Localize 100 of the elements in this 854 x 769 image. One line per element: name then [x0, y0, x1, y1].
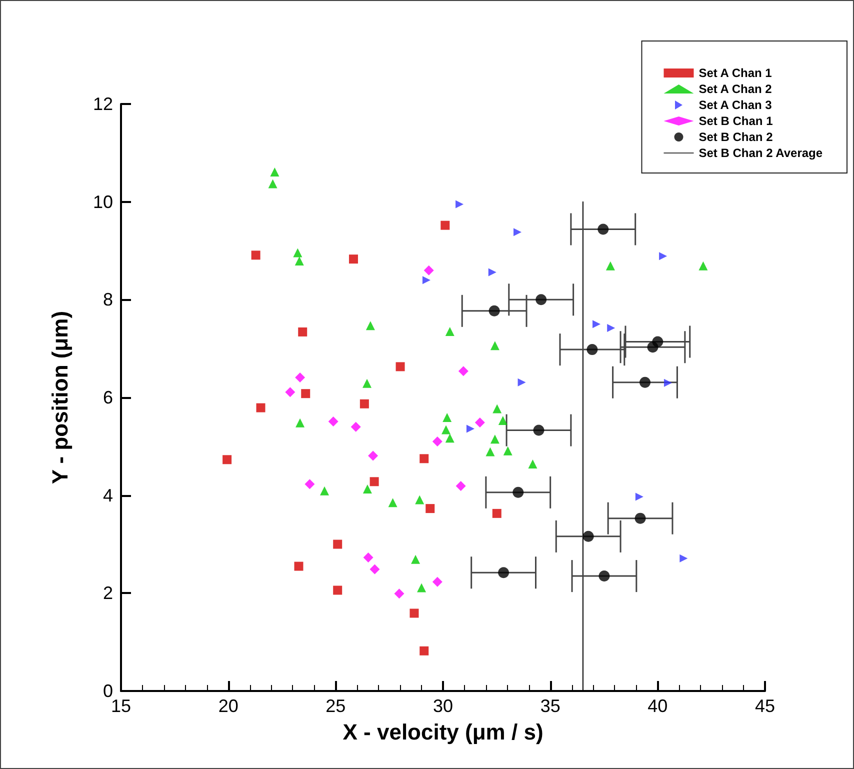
point — [445, 434, 454, 443]
point — [582, 530, 594, 542]
legend-label: Set B Chan 2 — [698, 130, 774, 144]
point — [420, 454, 429, 464]
point — [456, 481, 466, 492]
y-tick-label: 8 — [102, 290, 113, 310]
point — [415, 495, 424, 504]
point — [426, 504, 435, 514]
point — [490, 434, 500, 444]
point — [456, 200, 464, 208]
point — [285, 387, 296, 398]
legend-label: Set A Chan 3 — [698, 98, 772, 112]
point — [417, 583, 426, 592]
point — [388, 498, 398, 508]
point — [442, 425, 451, 434]
x-tick-label: 40 — [648, 696, 668, 716]
x-tick-label: 35 — [540, 696, 560, 716]
point — [333, 540, 342, 549]
point — [368, 450, 378, 461]
point — [295, 372, 306, 382]
point — [422, 276, 430, 284]
point — [592, 320, 600, 328]
point — [664, 378, 672, 387]
point — [488, 305, 500, 316]
point — [432, 576, 442, 587]
point — [598, 570, 610, 582]
point — [294, 256, 304, 266]
point — [698, 261, 708, 270]
point — [498, 567, 510, 578]
point — [366, 321, 375, 330]
x-tick-label: 25 — [326, 696, 346, 716]
point — [458, 366, 468, 376]
point — [394, 588, 404, 599]
point — [363, 552, 374, 562]
point — [350, 422, 361, 432]
point — [466, 424, 474, 433]
point — [490, 341, 500, 350]
legend-label: Set A Chan 1 — [698, 66, 772, 80]
point — [634, 512, 646, 524]
point — [474, 417, 485, 428]
point — [518, 378, 526, 386]
y-tick-label: 0 — [102, 681, 113, 701]
point — [486, 447, 495, 456]
point — [296, 418, 305, 428]
y-tick-label: 2 — [102, 583, 113, 604]
point — [298, 327, 308, 336]
point — [528, 460, 538, 469]
point — [304, 479, 315, 490]
y-tick-label: 4 — [102, 485, 113, 506]
x-tick-label: 15 — [110, 696, 132, 716]
point — [251, 250, 260, 260]
point — [370, 564, 380, 574]
point — [222, 455, 232, 464]
point — [370, 477, 379, 486]
y-axis-title: Y - position (μm) — [48, 310, 72, 484]
y-tick-label: 6 — [102, 388, 113, 408]
point — [503, 446, 512, 456]
x-tick-label: 20 — [218, 696, 238, 716]
point — [256, 403, 266, 412]
point — [442, 413, 452, 422]
x-tick-label: 45 — [754, 696, 776, 716]
point — [320, 486, 330, 496]
point — [533, 424, 544, 436]
point — [512, 486, 524, 498]
point — [424, 265, 434, 276]
point — [536, 294, 547, 306]
point — [440, 220, 450, 230]
point — [270, 167, 280, 176]
point — [659, 252, 668, 260]
point — [640, 376, 650, 388]
point — [513, 228, 522, 236]
point — [333, 586, 342, 595]
point — [607, 324, 616, 332]
point — [411, 554, 420, 564]
x-axis-title: X - velocity (μm / s) — [342, 720, 544, 744]
legend-label: Set B Chan 1 — [698, 114, 774, 128]
point — [680, 554, 688, 562]
y-tick-label: 12 — [92, 94, 113, 114]
point — [420, 646, 429, 656]
point — [268, 179, 278, 188]
point — [492, 404, 502, 414]
point — [492, 508, 502, 518]
point — [294, 562, 304, 571]
point — [498, 416, 508, 425]
point — [647, 342, 658, 353]
y-tick-label: 10 — [92, 192, 113, 212]
point — [488, 268, 496, 276]
point — [410, 608, 419, 618]
point — [396, 362, 405, 372]
point — [362, 484, 372, 494]
point — [328, 416, 338, 426]
x-tick-label: 30 — [432, 696, 454, 716]
legend-label: Set A Chan 2 — [698, 82, 772, 96]
point — [362, 378, 372, 388]
point — [432, 436, 442, 447]
point — [445, 326, 454, 336]
legend-label: Set B Chan 2 Average — [698, 146, 823, 160]
point — [348, 254, 358, 264]
point — [606, 261, 615, 270]
point — [635, 492, 644, 501]
